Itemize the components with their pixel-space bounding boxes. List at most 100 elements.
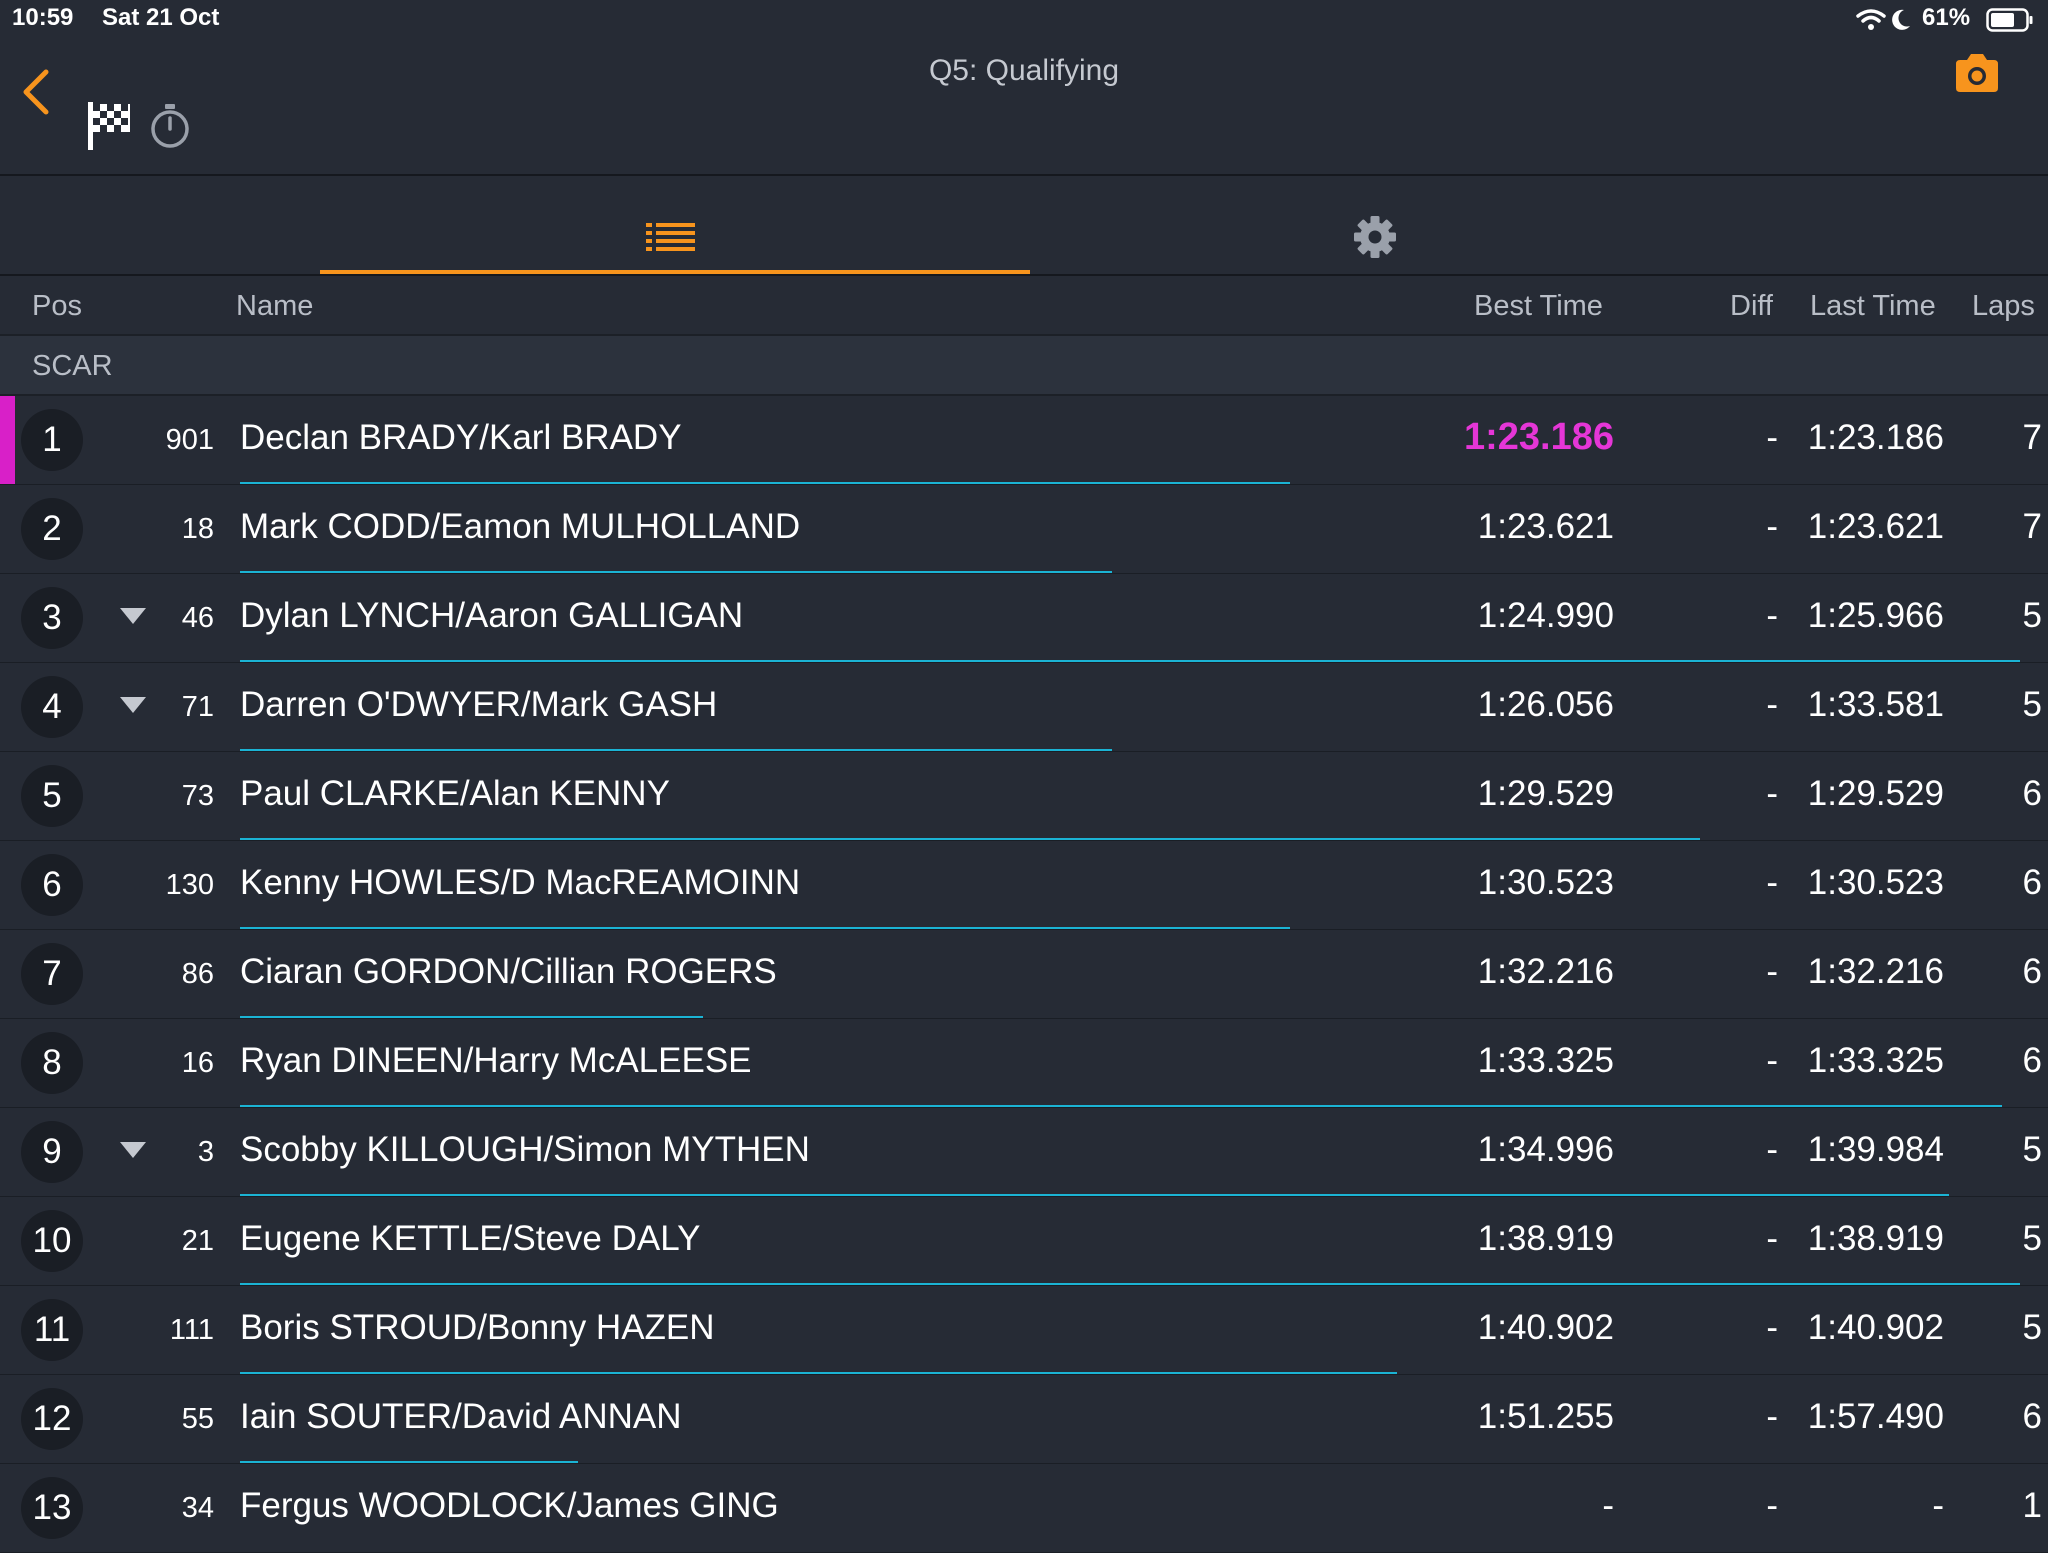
table-row[interactable]: 13 34 Fergus WOODLOCK/James GING - - - 1 bbox=[0, 1464, 2048, 1553]
back-button[interactable] bbox=[16, 60, 60, 120]
table-row[interactable]: 10 21 Eugene KETTLE/Steve DALY 1:38.919-1:3… bbox=[0, 1197, 2048, 1286]
lap-progress-bar bbox=[240, 1105, 2002, 1107]
position-badge: 12 bbox=[21, 1388, 83, 1450]
best-time: 1:30.523 bbox=[1477, 863, 1614, 902]
best-time: 1:26.056 bbox=[1477, 685, 1614, 724]
diff-value: - bbox=[1766, 774, 1778, 813]
last-time: 1:25.966 bbox=[1807, 596, 1944, 635]
best-time: 1:38.919 bbox=[1477, 1219, 1614, 1258]
position-badge: 2 bbox=[21, 498, 83, 560]
last-time: 1:23.186 bbox=[1807, 418, 1944, 457]
gear-icon bbox=[1354, 216, 1396, 258]
chevron-left-icon bbox=[23, 69, 49, 115]
triangle-down-icon bbox=[120, 1142, 146, 1158]
driver-name: Ryan DINEEN/Harry McALEESE bbox=[240, 1041, 752, 1080]
table-row[interactable]: 12 55 Iain SOUTER/David ANNAN 1:51.255 -1:57… bbox=[0, 1375, 2048, 1464]
lap-progress-bar bbox=[240, 927, 1290, 929]
last-time: 1:30.523 bbox=[1807, 863, 1944, 902]
last-time: 1:40.902 bbox=[1807, 1308, 1944, 1347]
table-row[interactable]: 2 18 Mark CODD/Eamon MULHOLLAND 1:23.621-1:… bbox=[0, 485, 2048, 574]
table-row[interactable]: 5 73 Paul CLARKE/Alan KENNY 1:29.529-1:29.5… bbox=[0, 752, 2048, 841]
position-badge: 10 bbox=[21, 1210, 83, 1272]
lap-progress-bar bbox=[240, 1372, 1397, 1374]
lap-progress-bar bbox=[240, 1283, 2020, 1285]
table-row[interactable]: 11 111 Boris STROUD/Bonny HAZEN 1:40.902-1:… bbox=[0, 1286, 2048, 1375]
last-time: - bbox=[1932, 1486, 1944, 1525]
tab-list[interactable] bbox=[320, 176, 1030, 274]
car-number: 111 bbox=[169, 1314, 214, 1346]
car-number: 130 bbox=[165, 869, 214, 901]
col-diff[interactable]: Diff bbox=[1730, 290, 1773, 322]
battery-icon bbox=[1986, 8, 2033, 32]
car-number: 3 bbox=[197, 1136, 214, 1168]
driver-name: Dylan LYNCH/Aaron GALLIGAN bbox=[240, 596, 744, 635]
table-row[interactable]: 4 71 Darren O'DWYER/Mark GASH 1:26.056 -1:33… bbox=[0, 663, 2048, 752]
diff-value: - bbox=[1766, 1308, 1778, 1347]
class-group-label: SCAR bbox=[32, 350, 113, 382]
position-badge: 4 bbox=[21, 676, 83, 738]
last-time: 1:57.490 bbox=[1807, 1397, 1944, 1436]
stopwatch-icon[interactable] bbox=[148, 102, 192, 150]
car-number: 34 bbox=[181, 1492, 214, 1524]
driver-name: Paul CLARKE/Alan KENNY bbox=[240, 774, 670, 813]
lap-count: 7 bbox=[2022, 507, 2042, 546]
table-row[interactable]: 7 86 Ciaran GORDON/Cillian ROGERS 1:32.216-… bbox=[0, 930, 2048, 1019]
driver-name: Kenny HOWLES/D MacREAMOINN bbox=[240, 863, 801, 902]
driver-name: Fergus WOODLOCK/James GING bbox=[240, 1486, 779, 1525]
diff-value: - bbox=[1766, 1219, 1778, 1258]
tab-settings[interactable] bbox=[1030, 176, 1722, 274]
table-row[interactable]: 8 16 Ryan DINEEN/Harry McALEESE 1:33.325-1:… bbox=[0, 1019, 2048, 1108]
driver-name: Ciaran GORDON/Cillian ROGERS bbox=[240, 952, 777, 991]
col-name[interactable]: Name bbox=[236, 290, 314, 322]
car-number: 16 bbox=[181, 1047, 214, 1079]
triangle-down-icon bbox=[120, 608, 146, 624]
status-bar: 10:59 Sat 21 Oct 61% bbox=[0, 0, 2048, 40]
table-row[interactable]: 6 130 Kenny HOWLES/D MacREAMOINN 1:30.523-1… bbox=[0, 841, 2048, 930]
best-time: 1:34.996 bbox=[1477, 1130, 1614, 1169]
lap-progress-bar bbox=[240, 660, 2020, 662]
lap-count: 6 bbox=[2022, 1397, 2042, 1436]
lap-progress-bar bbox=[240, 838, 1700, 840]
diff-value: - bbox=[1766, 1130, 1778, 1169]
table-row[interactable]: 9 3 Scobby KILLOUGH/Simon MYTHEN 1:34.996 -1… bbox=[0, 1108, 2048, 1197]
results-list: 1 901 Declan BRADY/Karl BRADY 1:23.186-1:23… bbox=[0, 396, 2048, 1553]
diff-value: - bbox=[1766, 952, 1778, 991]
moon-icon bbox=[1892, 9, 1910, 30]
driver-name: Iain SOUTER/David ANNAN bbox=[240, 1397, 682, 1436]
lap-progress-bar bbox=[240, 571, 1112, 573]
best-time: 1:23.186 bbox=[1463, 416, 1614, 458]
position-badge: 13 bbox=[21, 1477, 83, 1539]
tab-bar bbox=[0, 176, 2048, 276]
column-header: Pos Name Best Time Diff Last Time Laps bbox=[0, 276, 2048, 336]
table-row[interactable]: 1 901 Declan BRADY/Karl BRADY 1:23.186-1:23… bbox=[0, 396, 2048, 485]
best-time: 1:40.902 bbox=[1477, 1308, 1614, 1347]
col-best-time[interactable]: Best Time bbox=[1474, 290, 1603, 322]
active-tab-indicator bbox=[320, 270, 1030, 274]
driver-name: Mark CODD/Eamon MULHOLLAND bbox=[240, 507, 801, 546]
best-time: 1:29.529 bbox=[1477, 774, 1614, 813]
position-badge: 3 bbox=[21, 587, 83, 649]
position-badge: 7 bbox=[21, 943, 83, 1005]
lap-progress-bar bbox=[240, 482, 1290, 484]
lap-progress-bar bbox=[240, 1016, 703, 1018]
lap-count: 1 bbox=[2022, 1486, 2042, 1525]
list-icon bbox=[646, 223, 695, 251]
table-row[interactable]: 3 46 Dylan LYNCH/Aaron GALLIGAN 1:24.990 -1:… bbox=[0, 574, 2048, 663]
lap-count: 5 bbox=[2022, 1308, 2042, 1347]
status-time: 10:59 bbox=[12, 4, 74, 31]
lap-count: 6 bbox=[2022, 1041, 2042, 1080]
col-laps[interactable]: Laps bbox=[1972, 290, 2035, 322]
last-time: 1:33.325 bbox=[1807, 1041, 1944, 1080]
camera-button[interactable] bbox=[1952, 50, 2002, 98]
lap-count: 6 bbox=[2022, 952, 2042, 991]
car-number: 71 bbox=[181, 691, 214, 723]
diff-value: - bbox=[1766, 685, 1778, 724]
col-last-time[interactable]: Last Time bbox=[1810, 290, 1936, 322]
col-pos[interactable]: Pos bbox=[32, 290, 82, 322]
checkered-flag-icon[interactable] bbox=[86, 100, 134, 152]
diff-value: - bbox=[1766, 1486, 1778, 1525]
car-number: 73 bbox=[181, 780, 214, 812]
diff-value: - bbox=[1766, 507, 1778, 546]
best-time: 1:32.216 bbox=[1477, 952, 1614, 991]
wifi-icon bbox=[1856, 9, 1886, 30]
